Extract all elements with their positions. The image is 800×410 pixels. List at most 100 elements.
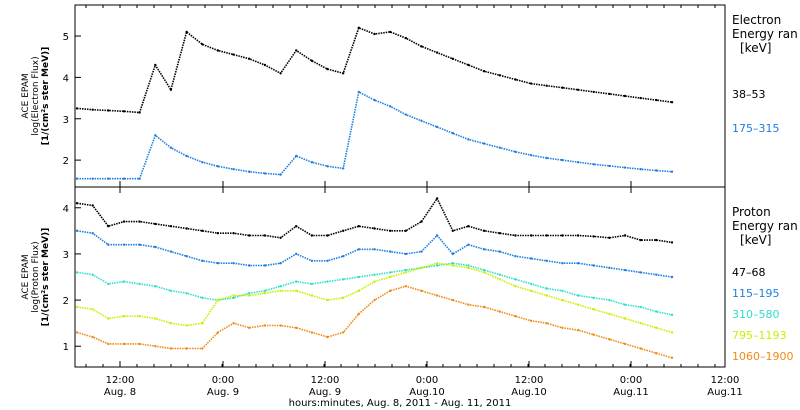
data-point — [75, 229, 79, 232]
proton-legend-title: Proton Energy ran [keV] — [732, 205, 798, 247]
data-point — [529, 319, 533, 322]
data-point — [435, 262, 439, 265]
data-point — [670, 331, 674, 334]
data-point — [295, 49, 298, 52]
data-point — [295, 280, 298, 283]
data-point — [561, 262, 564, 265]
data-point — [185, 292, 188, 295]
data-point — [169, 225, 173, 228]
data-point — [122, 342, 126, 346]
data-point — [295, 154, 298, 158]
data-point — [420, 289, 423, 292]
legend-entry: 47–68 — [732, 266, 766, 279]
data-point — [545, 259, 548, 262]
svg-text:log(Proton Flux): log(Proton Flux) — [31, 241, 41, 312]
data-point — [216, 232, 220, 235]
x-tick-label: Aug. 9 — [207, 387, 239, 398]
data-point — [169, 347, 173, 350]
data-point — [655, 169, 658, 172]
data-point — [670, 101, 674, 104]
data-point — [404, 268, 407, 272]
y-tick-label: 4 — [63, 73, 69, 84]
data-point — [655, 273, 658, 276]
data-point — [670, 170, 674, 173]
data-point — [357, 26, 360, 29]
data-point — [216, 331, 220, 334]
data-point — [576, 303, 580, 306]
data-point — [420, 250, 423, 253]
data-point — [545, 322, 548, 325]
data-point — [342, 278, 345, 281]
svg-text:[1/(cm²s ster MeV)]: [1/(cm²s ster MeV)] — [41, 228, 51, 327]
data-point — [498, 273, 501, 276]
data-point — [201, 161, 204, 164]
data-point — [342, 229, 345, 232]
data-point — [263, 324, 267, 327]
data-point — [482, 229, 486, 232]
data-point — [529, 289, 533, 292]
data-point — [154, 245, 157, 249]
data-point — [154, 317, 157, 320]
data-point — [122, 243, 126, 246]
data-point — [201, 347, 204, 350]
data-point — [623, 303, 627, 306]
data-point — [248, 57, 251, 60]
data-point — [75, 305, 79, 309]
svg-text:ACE EPAM: ACE EPAM — [21, 254, 31, 299]
data-point — [310, 294, 314, 297]
data-point — [326, 280, 329, 283]
data-point — [482, 248, 486, 251]
data-point — [623, 234, 627, 237]
data-point — [154, 134, 157, 137]
data-point — [373, 248, 376, 251]
data-point — [561, 234, 564, 237]
x-tick-label: Aug.11 — [707, 387, 742, 398]
data-point — [404, 36, 407, 40]
data-point — [482, 268, 486, 272]
data-point — [545, 84, 548, 87]
data-point — [373, 298, 376, 302]
data-point — [639, 305, 642, 309]
data-point — [342, 255, 345, 258]
data-point — [248, 294, 251, 297]
data-point — [639, 96, 642, 100]
data-point — [514, 285, 517, 288]
data-point — [295, 289, 298, 292]
x-tick-label: Aug. 8 — [104, 387, 136, 398]
data-point — [216, 49, 220, 52]
data-point — [498, 232, 501, 235]
data-point — [107, 109, 110, 112]
legend-entry: 175–315 — [732, 122, 780, 135]
data-point — [655, 98, 658, 102]
data-point — [608, 298, 611, 302]
data-point — [138, 243, 141, 246]
data-point — [326, 259, 329, 262]
x-tick-label: 0:00 — [416, 375, 438, 386]
data-point — [91, 273, 94, 276]
data-point — [326, 165, 329, 168]
data-point — [75, 331, 79, 334]
series-line — [76, 230, 673, 278]
data-point — [655, 310, 658, 313]
electron-ylabel: ACE EPAM log(Electron Flux) [1/(cm²s ste… — [21, 47, 51, 146]
data-point — [373, 98, 376, 102]
data-point — [122, 315, 126, 318]
data-point — [404, 229, 407, 232]
data-point — [545, 234, 548, 237]
data-point — [435, 294, 439, 297]
data-point — [592, 235, 595, 238]
data-point — [623, 166, 627, 169]
legend-entry: 795–1193 — [732, 329, 787, 342]
data-point — [216, 165, 220, 168]
data-point — [420, 119, 423, 123]
y-tick-label: 4 — [63, 204, 69, 215]
series-line — [76, 197, 673, 244]
data-point — [326, 67, 329, 71]
data-point — [498, 146, 501, 149]
data-point — [342, 296, 345, 299]
x-tick-label: 0:00 — [212, 375, 234, 386]
data-point — [545, 294, 548, 297]
data-point — [185, 347, 188, 350]
legend-entry: 115–195 — [732, 287, 780, 300]
data-point — [592, 296, 595, 299]
